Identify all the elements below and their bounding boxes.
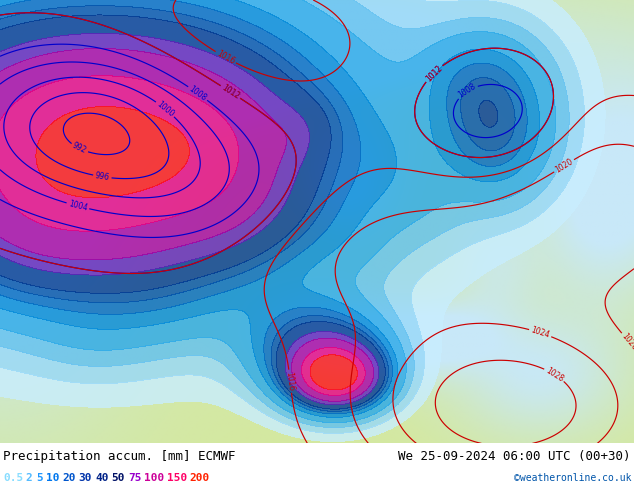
- Text: 10: 10: [46, 473, 60, 483]
- Text: 20: 20: [62, 473, 76, 483]
- Text: 996: 996: [94, 171, 110, 182]
- Text: 30: 30: [79, 473, 93, 483]
- Text: 1008: 1008: [187, 84, 208, 102]
- Text: 1012: 1012: [424, 63, 444, 83]
- Text: 1024: 1024: [530, 325, 551, 340]
- Text: 1012: 1012: [424, 63, 444, 83]
- Text: 0.5: 0.5: [3, 473, 23, 483]
- Text: 100: 100: [145, 473, 165, 483]
- Text: 75: 75: [128, 473, 141, 483]
- Text: 1012: 1012: [220, 83, 241, 101]
- Text: 1012: 1012: [220, 83, 241, 101]
- Text: We 25-09-2024 06:00 UTC (00+30): We 25-09-2024 06:00 UTC (00+30): [399, 449, 631, 463]
- Text: 40: 40: [95, 473, 108, 483]
- Text: 1016: 1016: [285, 371, 295, 392]
- Text: 2: 2: [25, 473, 32, 483]
- Text: 1028: 1028: [544, 366, 565, 384]
- Text: 992: 992: [71, 141, 88, 156]
- Text: 5: 5: [36, 473, 42, 483]
- Text: 50: 50: [112, 473, 125, 483]
- Text: 150: 150: [167, 473, 187, 483]
- Text: 1016: 1016: [215, 49, 236, 66]
- Text: 1020: 1020: [553, 157, 574, 174]
- Text: 1000: 1000: [155, 99, 176, 119]
- Text: ©weatheronline.co.uk: ©weatheronline.co.uk: [514, 473, 631, 483]
- Text: 200: 200: [190, 473, 210, 483]
- Text: 1008: 1008: [456, 82, 478, 100]
- Text: 1004: 1004: [67, 199, 88, 213]
- Text: 1020: 1020: [619, 332, 634, 352]
- Text: Precipitation accum. [mm] ECMWF: Precipitation accum. [mm] ECMWF: [3, 449, 235, 463]
